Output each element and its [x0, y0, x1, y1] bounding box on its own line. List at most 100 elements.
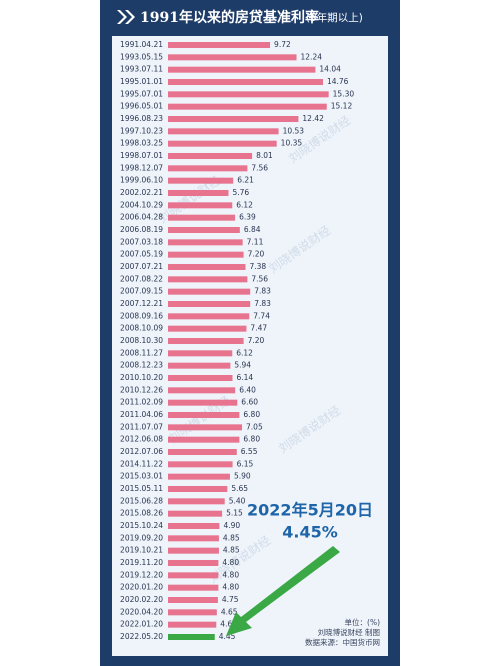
value-label: 4.80 [222, 558, 239, 567]
bar [168, 560, 219, 566]
bar [168, 202, 233, 209]
value-label: 5.76 [232, 188, 249, 197]
value-label: 5.15 [226, 509, 243, 518]
value-label: 6.55 [241, 447, 258, 456]
bar [168, 523, 220, 529]
date-label: 2007.03.18 [120, 237, 163, 246]
date-label: 2007.08.22 [120, 274, 163, 283]
value-label: 4.80 [222, 570, 239, 579]
bar [168, 362, 231, 369]
credit-note: 刘晓博说财经 制图 [318, 627, 380, 637]
chart-subtitle: (5年期以上) [306, 11, 363, 24]
date-label: 2007.07.21 [120, 262, 163, 271]
date-label: 1999.06.10 [120, 176, 163, 185]
date-label: 2022.05.20 [120, 632, 163, 641]
date-label: 2019.10.21 [120, 546, 163, 555]
value-label: 15.12 [331, 102, 353, 111]
date-label: 2019.12.20 [120, 570, 163, 579]
value-label: 5.65 [231, 484, 248, 493]
bar [168, 498, 225, 505]
value-label: 4.80 [222, 583, 239, 592]
value-label: 4.85 [223, 533, 240, 542]
bar [168, 288, 251, 295]
value-label: 4.85 [223, 546, 240, 555]
value-label: 9.72 [274, 40, 291, 49]
value-label: 14.04 [319, 65, 341, 74]
date-label: 2015.05.11 [120, 484, 163, 493]
bar [168, 165, 248, 172]
bar [168, 251, 244, 258]
bar [168, 190, 229, 196]
date-label: 2007.09.15 [120, 287, 163, 296]
bars: 1991.04.21 9.72 1993.05.15 12.24 1993.07.11 1… [120, 40, 354, 641]
value-label: 7.20 [248, 336, 265, 345]
source-note: 数据来源：中国货币网 [305, 637, 380, 647]
value-label: 10.53 [283, 126, 305, 135]
date-label: 2008.12.23 [120, 361, 163, 370]
bar [168, 338, 244, 344]
bar [168, 350, 233, 357]
annotation-value: 4.45% [282, 523, 338, 542]
date-label: 2011.04.06 [120, 410, 163, 419]
date-label: 1996.08.23 [120, 114, 163, 123]
value-label: 4.75 [222, 595, 239, 604]
date-label: 1993.05.15 [120, 52, 163, 61]
date-label: 2022.01.20 [120, 620, 163, 629]
value-label: 10.35 [281, 139, 303, 148]
value-label: 7.56 [251, 163, 268, 172]
bar [168, 486, 228, 492]
date-label: 2008.11.27 [120, 348, 163, 357]
bar [168, 79, 323, 85]
date-label: 2015.10.24 [120, 521, 163, 530]
bar [168, 103, 327, 110]
date-label: 2015.06.28 [120, 496, 163, 505]
value-label: 7.83 [254, 299, 271, 308]
date-label: 1998.03.25 [120, 139, 163, 148]
value-label: 6.80 [243, 410, 260, 419]
bar [168, 584, 219, 591]
date-label: 2007.12.21 [120, 299, 163, 308]
date-label: 1998.07.01 [120, 151, 163, 160]
value-label: 5.90 [234, 472, 251, 481]
chart-title: 1991年以来的房贷基准利率 [140, 9, 319, 26]
bar [168, 535, 219, 542]
date-label: 2015.08.26 [120, 509, 163, 518]
bar [168, 227, 240, 233]
date-label: 1997.10.23 [120, 126, 163, 135]
bar [168, 547, 219, 554]
date-label: 2008.10.09 [120, 324, 163, 333]
date-label: 2010.12.26 [120, 385, 163, 394]
value-label: 4.45 [219, 632, 236, 641]
bar [168, 449, 237, 455]
bar [168, 140, 277, 147]
value-label: 6.40 [239, 385, 256, 394]
date-label: 2008.09.16 [120, 311, 163, 320]
value-label: 5.94 [234, 361, 251, 370]
value-label: 6.12 [236, 200, 253, 209]
value-label: 7.74 [253, 311, 270, 320]
date-label: 1996.05.01 [120, 102, 163, 111]
bar [168, 239, 243, 246]
value-label: 15.30 [333, 89, 355, 98]
date-label: 2011.02.09 [120, 398, 163, 407]
date-label: 2020.01.20 [120, 583, 163, 592]
value-label: 7.11 [247, 237, 264, 246]
value-label: 7.56 [251, 274, 268, 283]
annotation-arrow [226, 546, 340, 636]
date-label: 2007.05.19 [120, 250, 163, 259]
date-label: 2002.02.21 [120, 188, 163, 197]
value-label: 7.20 [248, 250, 265, 259]
value-label: 12.42 [302, 114, 324, 123]
value-label: 6.12 [236, 348, 253, 357]
date-label: 2011.07.07 [120, 422, 163, 431]
date-label: 2008.10.30 [120, 336, 163, 345]
value-label: 6.39 [239, 213, 256, 222]
value-label: 6.80 [243, 435, 260, 444]
date-label: 2019.11.20 [120, 558, 163, 567]
date-label: 2006.08.19 [120, 225, 163, 234]
bar [168, 634, 215, 640]
value-label: 4.60 [220, 620, 237, 629]
value-label: 4.90 [223, 521, 240, 530]
